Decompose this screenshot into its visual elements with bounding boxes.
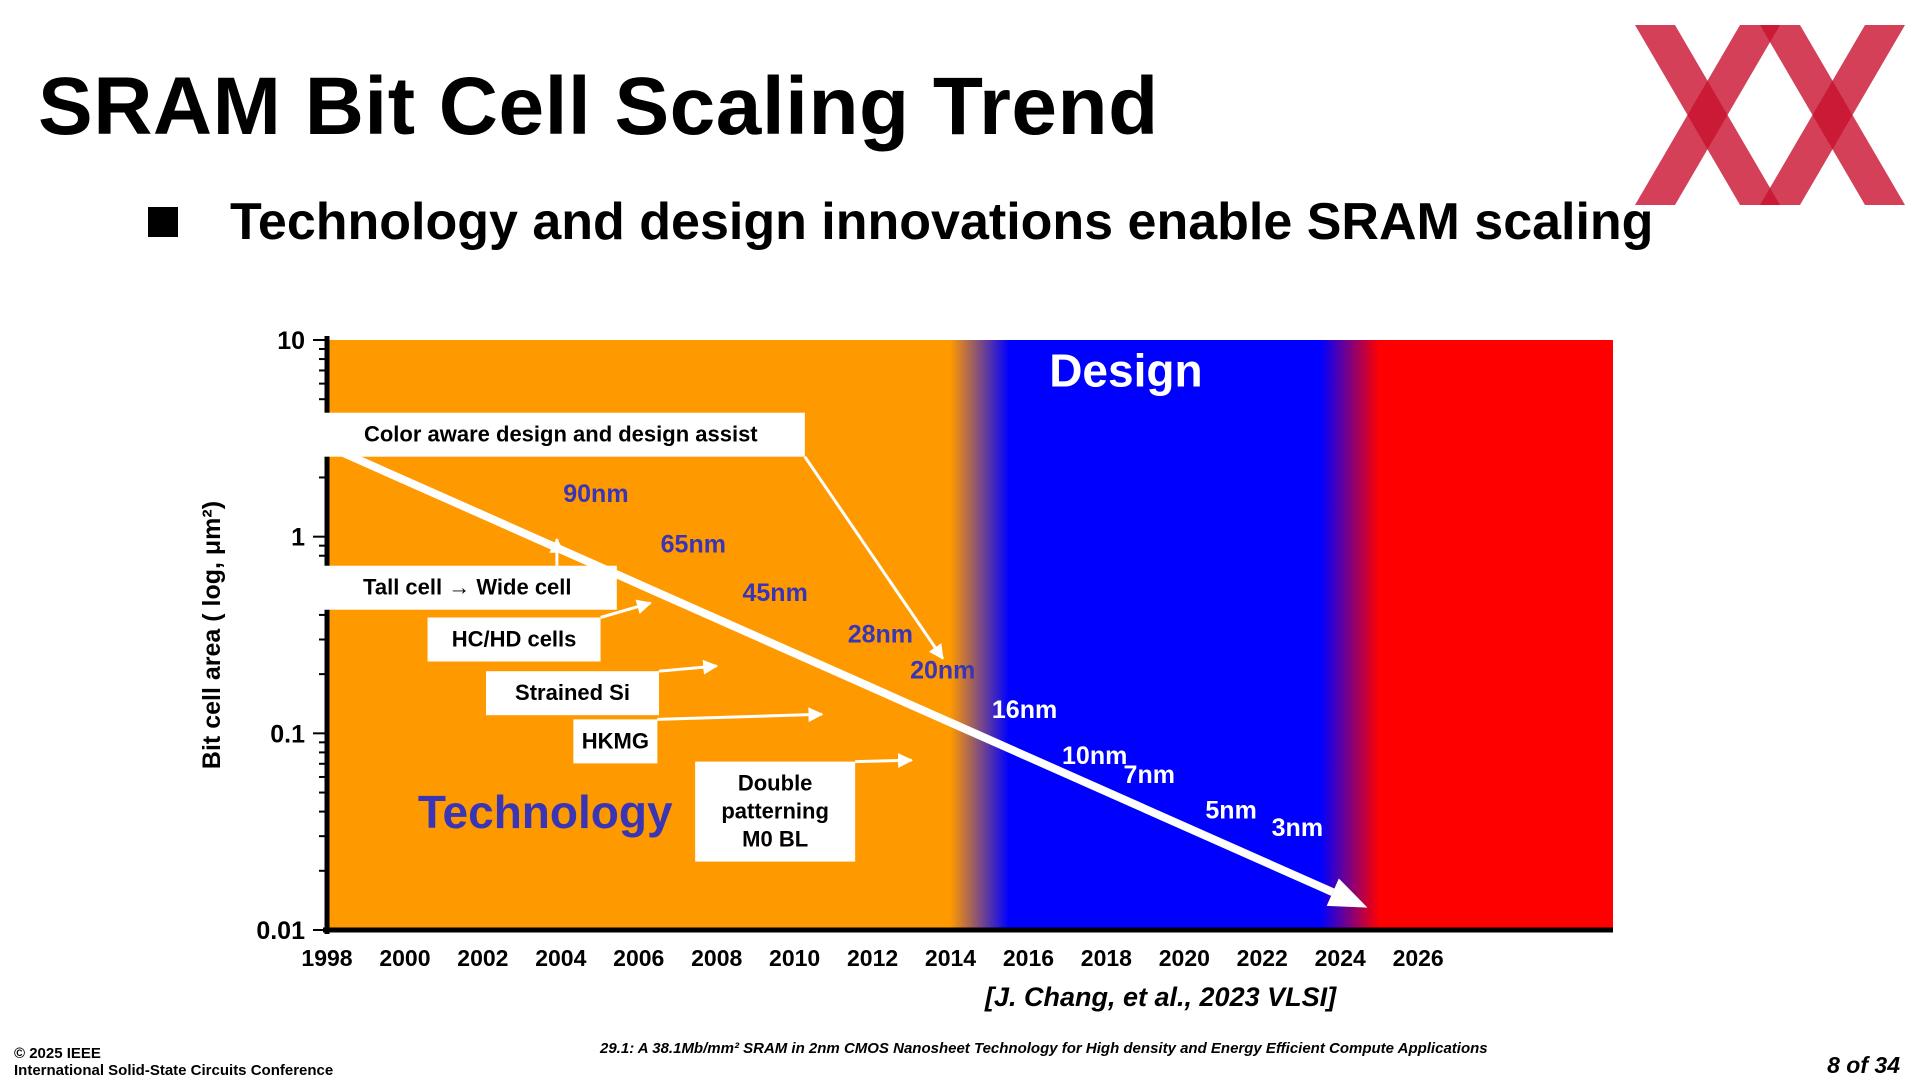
node-label: 16nm	[992, 696, 1057, 724]
x-tick-label: 2000	[379, 945, 430, 971]
bullet-text: Technology and design innovations enable…	[230, 193, 1654, 251]
y-tick-label: 1	[291, 524, 305, 552]
node-label: 5nm	[1205, 796, 1256, 824]
x-tick-label: 2010	[769, 945, 820, 971]
x-tick-label: 1998	[301, 945, 352, 971]
annotation-callout: Strained Si	[486, 659, 719, 716]
callout-text: HC/HD cells	[452, 626, 577, 651]
callout-box	[486, 671, 660, 716]
technology-region-label: Technology	[418, 786, 673, 838]
callout-box	[316, 412, 805, 457]
callout-text: HKMG	[582, 728, 649, 753]
annotation-callout: HKMG	[573, 707, 824, 764]
callout-text: M0 BL	[742, 827, 808, 852]
trend-arrowhead	[1326, 878, 1368, 908]
annotation-callout: Double patterning M0 BL	[695, 753, 914, 862]
trend-line	[325, 442, 1335, 896]
y-axis-label: Bit cell area ( log, μm²)	[198, 501, 226, 769]
annotation-callout: Tall cell → Wide cell	[317, 537, 617, 610]
callout-box	[427, 617, 601, 662]
design-region-label: Design	[1049, 345, 1202, 397]
callout-box	[573, 719, 658, 764]
node-label: 28nm	[848, 620, 913, 648]
x-tick-label: 2008	[691, 945, 742, 971]
node-label: 65nm	[661, 531, 726, 559]
bullet-item: Technology and design innovations enable…	[148, 196, 1653, 248]
x-tick-label: 2016	[1003, 945, 1054, 971]
node-label: 3nm	[1272, 814, 1323, 842]
callout-text: Strained Si	[515, 680, 630, 705]
copyright: © 2025 IEEE International Solid-State Ci…	[14, 1045, 333, 1079]
callout-arrow	[600, 599, 652, 619]
x-tick-label: 2018	[1081, 945, 1132, 971]
x-tick-label: 2020	[1159, 945, 1210, 971]
slide-title: SRAM Bit Cell Scaling Trend	[38, 61, 1159, 152]
callout-arrow	[657, 707, 824, 723]
x-tick-label: 2002	[457, 945, 508, 971]
page-number: 8 of 34	[1827, 1052, 1900, 1078]
x-tick-label: 2012	[847, 945, 898, 971]
y-tick-label: 0.01	[256, 917, 305, 945]
callout-text: Double	[738, 771, 813, 796]
x-tick-label: 2024	[1315, 945, 1366, 971]
x-tick-label: 2026	[1393, 945, 1444, 971]
annotation-callout: HC/HD cells	[427, 599, 652, 662]
bullet-square-icon	[148, 207, 178, 237]
callout-text: patterning	[721, 799, 829, 824]
node-label: 20nm	[910, 657, 975, 685]
node-label: 90nm	[563, 480, 628, 508]
copyright-line: © 2025 IEEE	[14, 1045, 101, 1062]
callout-box	[317, 565, 617, 610]
callout-arrow	[658, 659, 719, 675]
isscc-logo	[1635, 25, 1905, 205]
node-label: 10nm	[1062, 742, 1127, 770]
annotation-callout: Color aware design and design assist	[316, 412, 944, 660]
citation: [J. Chang, et al., 2023 VLSI]	[985, 982, 1337, 1012]
x-tick-label: 2004	[535, 945, 586, 971]
node-label: 45nm	[742, 579, 807, 607]
paper-title: 29.1: A 38.1Mb/mm² SRAM in 2nm CMOS Nano…	[600, 1040, 1488, 1057]
callout-box	[695, 761, 856, 862]
x-tick-label: 2022	[1237, 945, 1288, 971]
conference-name: International Solid-State Circuits Confe…	[14, 1062, 334, 1079]
callout-text: Color aware design and design assist	[364, 422, 758, 447]
node-label: 7nm	[1124, 761, 1175, 789]
y-tick-label: 0.1	[270, 720, 305, 748]
x-tick-label: 2006	[613, 945, 664, 971]
callout-arrow	[803, 455, 944, 660]
callout-arrow	[855, 753, 914, 769]
callout-text: Tall cell → Wide cell	[363, 575, 571, 600]
y-tick-label: 10	[277, 327, 305, 355]
x-tick-label: 2014	[925, 945, 976, 971]
